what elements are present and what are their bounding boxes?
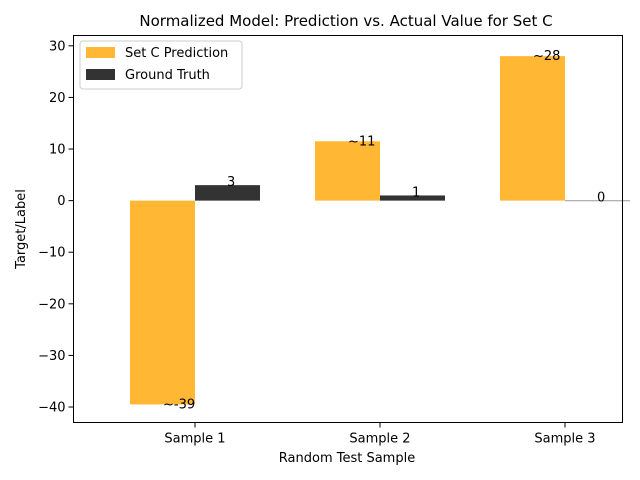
- y-axis-label: Target/Label: [14, 189, 29, 270]
- y-tick-label: −20: [38, 297, 65, 312]
- x-axis-label: Random Test Sample: [279, 451, 415, 466]
- data-label-prediction-1: ~-39: [163, 397, 195, 412]
- legend: Set C Prediction Ground Truth: [79, 40, 243, 90]
- plot-frame: [73, 35, 623, 423]
- legend-label: Set C Prediction: [125, 46, 228, 61]
- bar-prediction-1: [130, 200, 195, 405]
- y-axis: −40 −30 −20 −10 0 10 20 30: [38, 39, 74, 416]
- y-tick-label: 30: [49, 39, 66, 54]
- data-label-ground-truth-2: 1: [412, 185, 420, 200]
- legend-label: Ground Truth: [125, 68, 210, 83]
- y-tick-label: −30: [38, 349, 65, 364]
- x-axis: Sample 1 Sample 2 Sample 3: [164, 422, 596, 447]
- chart-title: Normalized Model: Prediction vs. Actual …: [139, 12, 552, 30]
- y-tick-label: −40: [38, 401, 65, 416]
- data-label-prediction-3: ~28: [533, 49, 560, 64]
- bar-prediction-3: [500, 56, 565, 201]
- y-tick-label: 0: [57, 194, 65, 209]
- bar-prediction-2: [315, 141, 380, 201]
- y-tick-label: 20: [49, 91, 66, 106]
- data-label-prediction-2: ~11: [348, 134, 375, 149]
- data-label-ground-truth-3: 0: [597, 191, 605, 206]
- bar-ground-truth-3: [565, 200, 630, 202]
- data-label-ground-truth-1: 3: [227, 175, 235, 190]
- legend-swatch: [86, 47, 115, 58]
- y-tick-label: 10: [49, 143, 66, 158]
- x-tick-label: Sample 3: [534, 432, 595, 447]
- legend-swatch: [86, 69, 115, 80]
- y-tick-label: −10: [38, 246, 65, 261]
- bar-ground-truth-1: [195, 185, 260, 201]
- x-tick-label: Sample 1: [164, 432, 225, 447]
- bar-ground-truth-2: [380, 195, 445, 201]
- x-tick-label: Sample 2: [349, 432, 410, 447]
- plot-area: ~-39 ~11 ~28 3 1 0: [130, 49, 630, 412]
- legend-box: [79, 40, 243, 90]
